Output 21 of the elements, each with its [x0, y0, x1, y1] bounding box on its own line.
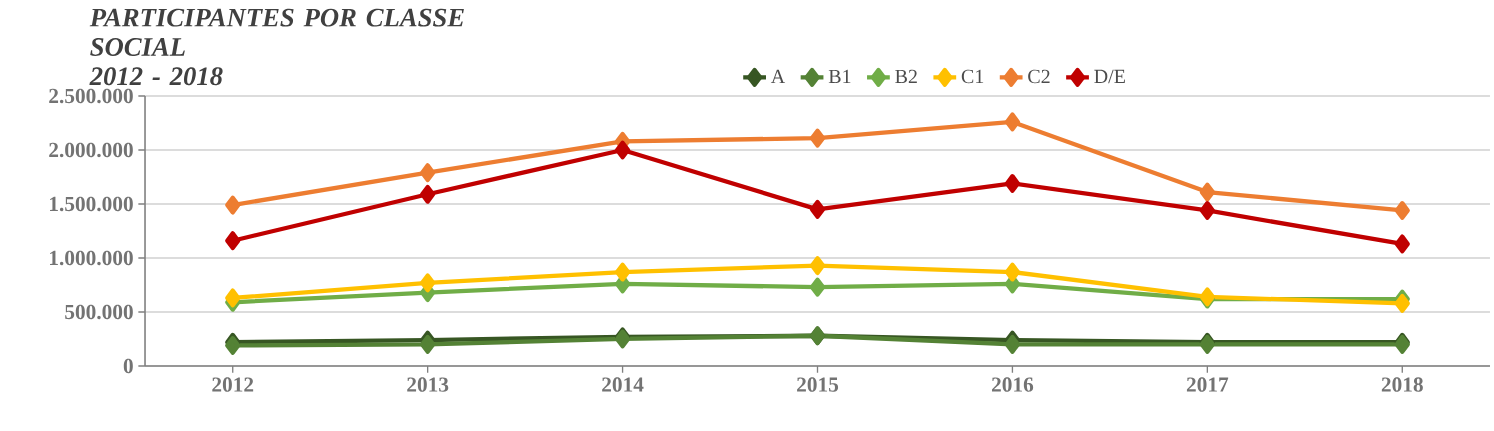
x-tick-label: 2017: [1186, 377, 1229, 392]
legend-label: D/E: [1094, 69, 1125, 84]
y-tick-label: 2.500.000: [49, 88, 133, 104]
x-tick-label: 2015: [797, 377, 839, 392]
legend-label: B2: [895, 69, 917, 84]
x-tick-label: 2016: [991, 377, 1034, 392]
legend-label: B1: [828, 69, 851, 84]
legend-label: A: [770, 69, 786, 83]
y-tick-label: 2.000.000: [49, 142, 133, 158]
x-tick-label: 2013: [407, 377, 449, 392]
x-tick-label: 2014: [602, 377, 644, 392]
legend-label: C1: [961, 69, 984, 84]
y-tick-label: 500.000: [65, 304, 133, 320]
chart-title: PARTICIPANTES POR CLASSE SOCIAL: [89, 8, 464, 56]
y-tick-label: 0: [123, 358, 133, 374]
x-tick-label: 2018: [1381, 377, 1423, 392]
y-tick-label: 1.500.000: [50, 196, 133, 212]
x-tick-label: 2012: [212, 377, 254, 392]
chart-subtitle: 2012 - 2018: [89, 67, 223, 86]
y-tick-label: 1.000.000: [50, 250, 133, 266]
legend-label: C2: [1028, 69, 1050, 84]
